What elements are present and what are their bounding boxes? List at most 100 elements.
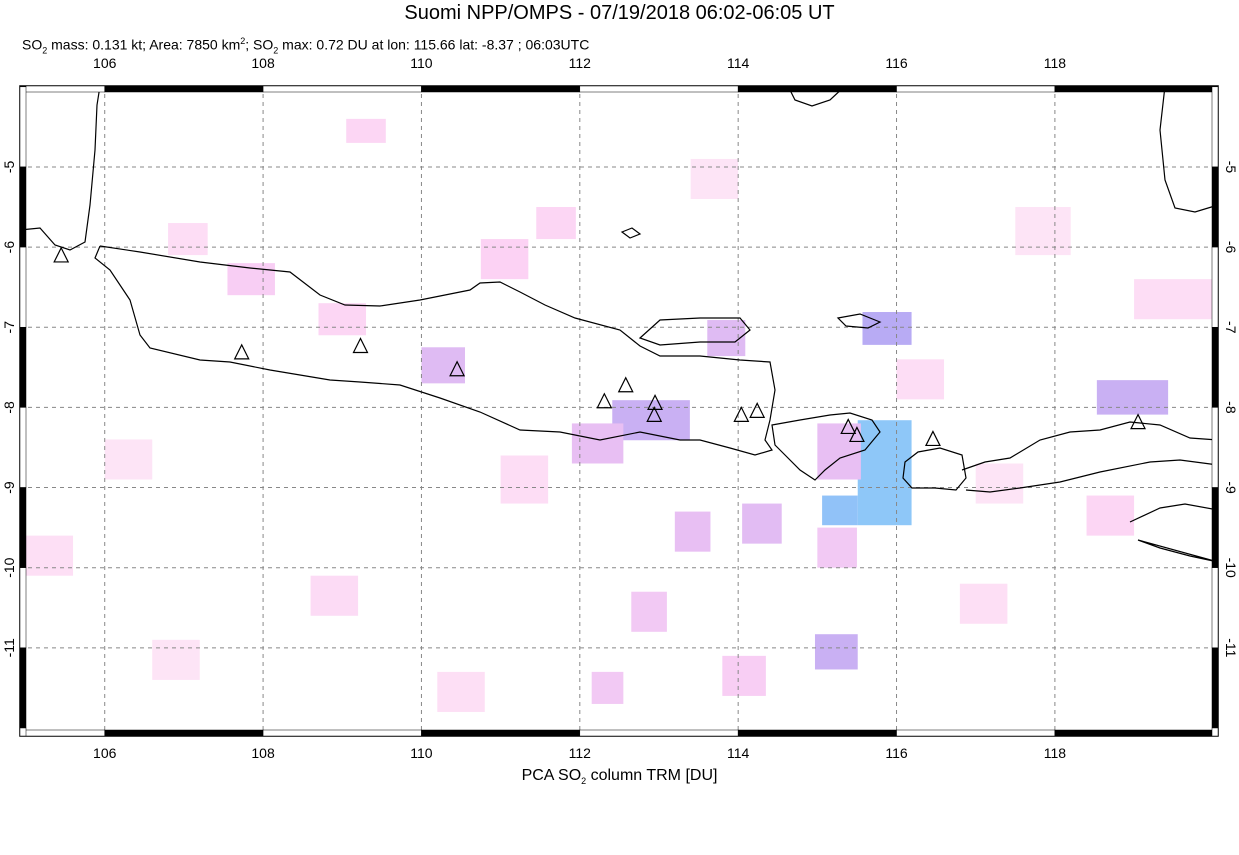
so2-pixel [612,400,690,441]
axis-ticks: 106 106 108 108 110 110 112 112 114 114 116 116 118 1… [1,55,1239,760]
coastlines [19,85,1219,563]
frame-bar [19,166,27,248]
frame-bar [1211,86,1219,168]
frame-bar [262,85,422,93]
lon-tick-label-bottom: 116 [885,745,908,760]
volcano-triangle-icon [924,430,941,447]
frame-bar [1211,407,1219,488]
frame-bar [579,85,739,93]
lat-tick-label-left: -8 [1,401,17,414]
frame-bar [19,487,27,568]
lat-tick-label-left: -7 [1,321,17,334]
frame-bar [1054,729,1214,737]
so2-pixel [480,239,529,280]
lon-tick-label-top: 110 [410,55,433,71]
frame-bar [19,85,105,93]
so2-pixel [591,671,624,704]
frame-bar [19,246,27,328]
so2-pixel [822,495,858,526]
so2-pixel [722,655,766,696]
lon-tick-label-bottom: 106 [93,745,117,760]
so2-pixel [896,359,945,400]
coastline-madura [638,317,751,346]
lat-tick-label-right: -8 [1223,401,1239,414]
coastline-sumbawa [961,421,1219,493]
lat-tick-label-left: -10 [1,557,17,577]
coastline-sulawesi [1159,85,1219,213]
lat-tick-label-right: -5 [1223,161,1239,174]
volcano-triangle-icon [1130,413,1146,430]
lon-tick-label-top: 116 [885,55,908,71]
so2-pixel [1096,380,1169,415]
frame-bar [104,729,264,737]
frame-bar [1211,567,1219,649]
so2-pixel [742,503,782,544]
so2-pixel [318,303,367,336]
coastline-sumatra [19,85,101,251]
coastline-bali [771,412,881,481]
lon-tick-label-bottom: 112 [569,745,592,760]
frame-bar [1054,85,1214,93]
frame-bar [1211,166,1219,248]
frame-bar [1211,487,1219,568]
frame-bar [19,86,27,168]
lon-tick-label-top: 108 [251,55,275,71]
lon-tick-label-top: 118 [1044,55,1067,71]
map-title: Suomi NPP/OMPS - 07/19/2018 06:02-06:05 … [404,2,835,24]
frame-bar [896,85,1056,93]
volcano-triangle-icon [749,402,766,419]
so2-pixel [817,527,857,568]
lat-tick-label-left: -5 [1,161,17,174]
so2-pixel [1015,207,1071,256]
frame-bar [104,85,264,93]
lat-tick-label-left: -9 [1,481,17,494]
frame-bar [19,729,105,737]
frame-bar [262,729,422,737]
so2-pixel [1134,279,1218,320]
frame-bar [1211,246,1219,328]
volcano-triangle-icon [733,406,750,423]
lon-tick-label-bottom: 110 [410,745,433,760]
coastline-sumba [1129,503,1219,563]
lon-tick-label-bottom: 114 [727,745,750,760]
lat-tick-label-right: -10 [1223,558,1239,578]
coastline-kangean [836,313,882,329]
so2-pixel [959,583,1008,624]
so2-pixel [346,118,386,143]
volcano-triangle-icon [840,418,857,435]
volcano-triangle-icon [596,392,613,409]
so2-pixel [1086,495,1135,536]
volcano-layer [53,246,1146,447]
so2-pixel-layer [25,118,1218,712]
lon-tick-label-top: 112 [569,55,592,71]
lon-tick-label-bottom: 108 [251,745,275,760]
so2-pixel [975,463,1024,504]
frame-bar [19,727,27,737]
lat-tick-label-right: -6 [1223,241,1239,254]
so2-pixel [862,312,912,345]
lat-tick-label-right: -9 [1223,481,1239,494]
frame-bar [1211,326,1219,408]
so2-pixel [168,223,208,256]
frame-bar [737,729,897,737]
frame-bar [19,647,27,729]
so2-pixel [104,439,153,480]
volcano-triangle-icon [646,406,663,423]
frame-bar [737,85,897,93]
frame-bar [1211,647,1219,729]
so2-pixel [437,671,485,712]
frame-bar [19,326,27,408]
frame-bar [421,85,581,93]
so2-pixel [631,591,667,632]
so2-pixel [25,535,74,576]
lat-tick-label-right: -7 [1223,321,1239,334]
frame-bar [19,407,27,488]
volcano-triangle-icon [352,337,369,354]
so2-pixel [500,455,549,504]
volcano-triangle-icon [53,246,70,263]
so2-pixel [571,423,624,464]
coastline-lombok [902,447,967,491]
lat-tick-label-left: -11 [1,638,17,657]
map-panel: 106 106 108 108 110 110 112 112 114 114 116 116 118 1… [1,55,1239,760]
frame-bar [1211,727,1219,737]
